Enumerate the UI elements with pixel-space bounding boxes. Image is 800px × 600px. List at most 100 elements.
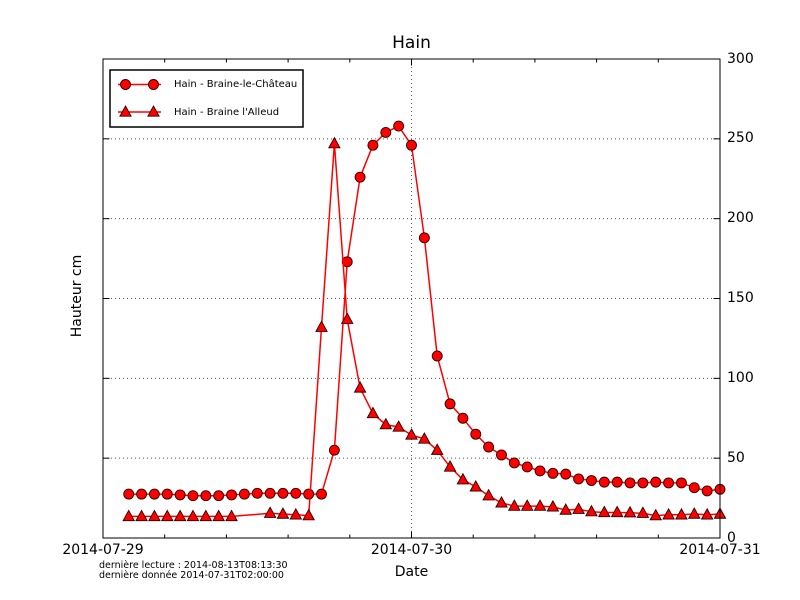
marker-circle	[586, 475, 597, 486]
marker-triangle	[546, 499, 560, 512]
marker-triangle	[289, 507, 303, 520]
marker-circle	[650, 476, 662, 488]
marker-triangle	[147, 105, 160, 117]
marker-triangle	[405, 428, 418, 440]
marker-triangle	[623, 505, 637, 518]
marker-triangle	[507, 499, 521, 511]
annotation-derniere-lecture: dernière lecture : 2014-08-13T08:13:30	[99, 560, 288, 571]
marker-circle	[367, 139, 379, 151]
marker-triangle	[687, 507, 701, 519]
marker-circle	[277, 487, 289, 499]
marker-circle	[521, 461, 533, 473]
y-axis-label: Hauteur cm	[69, 254, 85, 338]
x-axis-label: Date	[394, 564, 429, 580]
marker-triangle	[572, 502, 585, 514]
x-tick-label: 2014-07-29	[62, 542, 144, 558]
marker-triangle	[160, 509, 174, 522]
marker-triangle	[148, 509, 161, 522]
marker-triangle	[597, 505, 611, 518]
marker-triangle	[649, 508, 663, 521]
marker-circle	[701, 485, 713, 497]
marker-circle	[148, 79, 159, 90]
marker-circle	[238, 488, 250, 500]
marker-triangle	[482, 488, 495, 501]
marker-triangle	[495, 495, 508, 508]
marker-circle	[406, 139, 417, 151]
marker-triangle	[443, 460, 457, 472]
marker-circle	[573, 473, 585, 485]
marker-triangle	[559, 503, 573, 515]
marker-triangle	[456, 472, 470, 485]
marker-triangle	[700, 507, 714, 520]
y-tick-label: 50	[727, 449, 745, 466]
marker-triangle	[212, 509, 226, 522]
marker-triangle	[263, 506, 277, 518]
marker-triangle	[430, 443, 444, 455]
marker-circle	[120, 79, 131, 90]
marker-circle	[264, 487, 276, 499]
marker-triangle	[469, 479, 483, 492]
marker-circle	[418, 232, 430, 244]
marker-triangle	[353, 380, 367, 393]
marker-circle	[663, 477, 675, 489]
marker-circle	[380, 126, 392, 138]
marker-circle	[251, 487, 263, 499]
marker-circle	[624, 477, 636, 489]
x-tick-label: 2014-07-31	[679, 542, 761, 558]
marker-triangle	[119, 105, 132, 117]
marker-circle	[688, 482, 700, 494]
marker-circle	[470, 428, 482, 440]
marker-circle	[354, 171, 366, 183]
y-tick-label: 300	[727, 50, 754, 67]
marker-triangle	[636, 506, 650, 518]
marker-circle	[290, 487, 302, 499]
marker-triangle	[533, 499, 547, 511]
x-tick-label: 2014-07-30	[370, 542, 453, 558]
y-tick-label: 250	[727, 130, 754, 147]
series-line-braine-l-alleud	[128, 142, 721, 518]
marker-triangle	[610, 505, 624, 518]
marker-triangle	[302, 508, 316, 521]
legend-box	[109, 69, 304, 128]
marker-circle	[213, 490, 225, 502]
marker-triangle	[186, 509, 200, 522]
marker-triangle	[340, 312, 354, 324]
marker-circle	[136, 488, 148, 500]
marker-circle	[226, 489, 237, 501]
marker-triangle	[585, 504, 598, 517]
marker-circle	[457, 412, 469, 424]
marker-circle	[187, 490, 199, 502]
marker-triangle	[315, 320, 328, 332]
marker-circle	[560, 468, 572, 480]
marker-triangle	[173, 509, 187, 522]
marker-circle	[148, 488, 160, 500]
marker-circle	[161, 488, 173, 500]
marker-triangle	[366, 406, 380, 419]
marker-circle	[316, 488, 327, 500]
marker-triangle	[276, 507, 290, 519]
marker-circle	[534, 465, 546, 477]
marker-circle	[123, 488, 135, 500]
marker-triangle	[417, 432, 431, 444]
marker-triangle	[122, 509, 136, 522]
legend-label-braine-le-chateau: Hain - Braine-le-Château	[174, 79, 298, 90]
marker-circle	[508, 457, 520, 469]
y-tick-label: 150	[727, 290, 754, 306]
marker-triangle	[199, 509, 213, 522]
marker-triangle	[392, 420, 406, 432]
marker-circle	[341, 256, 353, 268]
y-tick-label: 200	[727, 210, 754, 227]
marker-circle	[598, 476, 610, 488]
y-tick-label: 100	[727, 369, 754, 386]
marker-circle	[393, 120, 405, 132]
annotation-derniere-donnee: dernière donnée 2014-07-31T02:00:00	[99, 570, 284, 581]
marker-triangle	[675, 507, 688, 520]
marker-triangle	[379, 417, 393, 430]
marker-circle	[611, 476, 623, 488]
marker-circle	[200, 490, 212, 502]
marker-circle	[174, 489, 186, 501]
marker-triangle	[135, 509, 148, 522]
chart-title: Hain	[392, 33, 431, 53]
